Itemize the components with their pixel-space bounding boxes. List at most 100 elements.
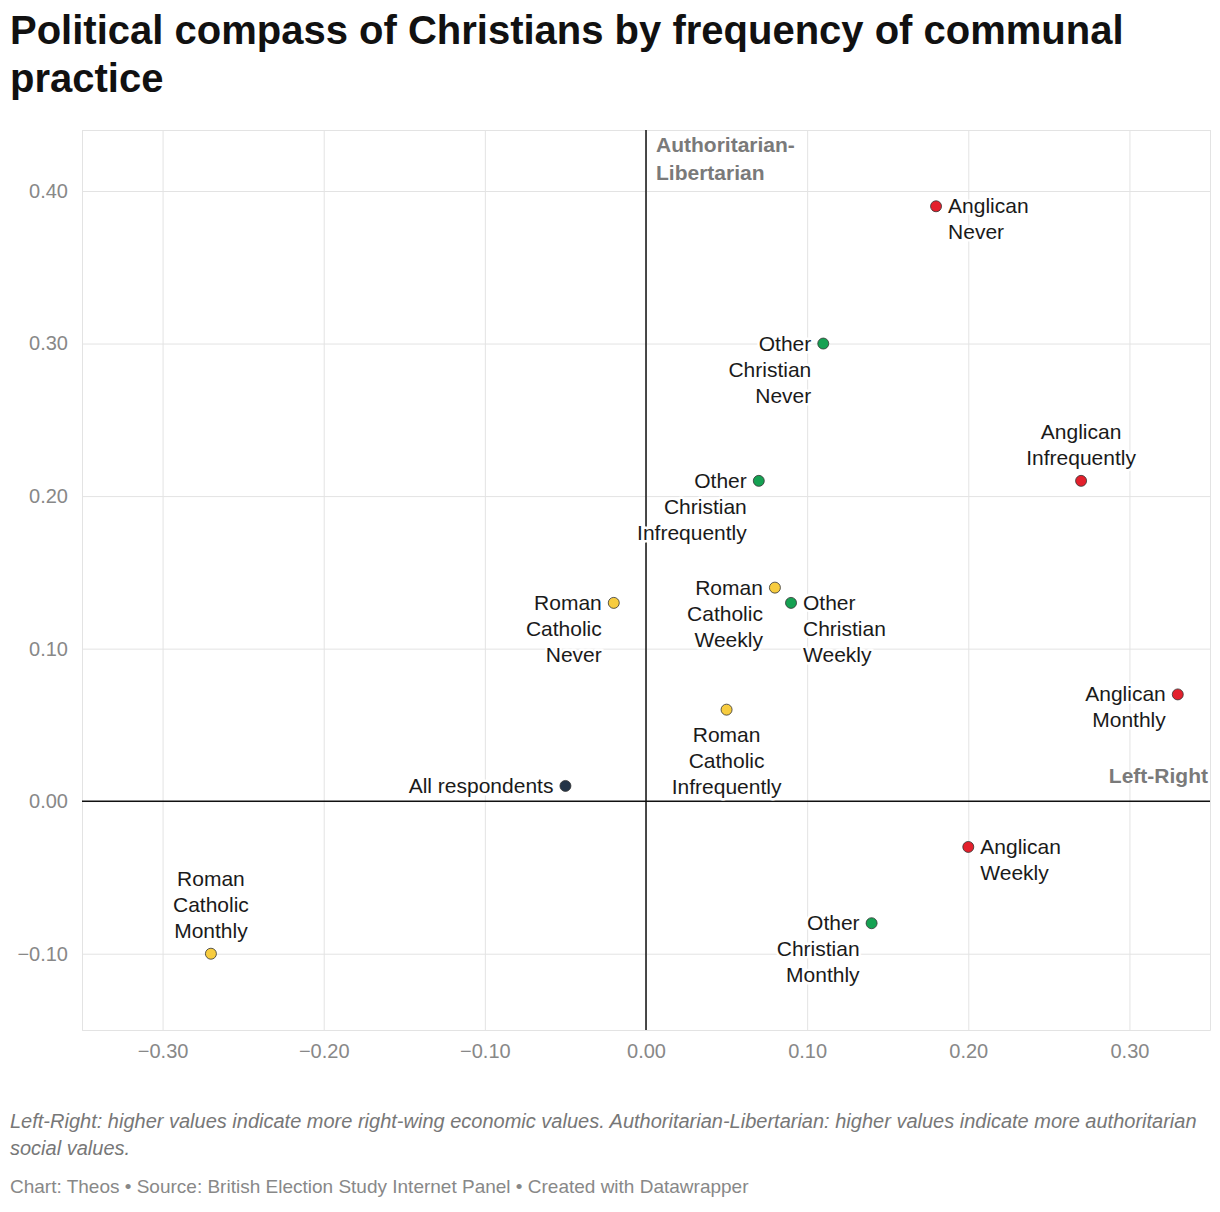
point-label-line: Never (948, 220, 1004, 243)
x-tick-label: −0.10 (460, 1040, 511, 1062)
y-axis-title-line: Authoritarian- (656, 133, 795, 156)
point-label-line: Infrequently (1026, 446, 1136, 469)
x-tick: −0.10 (460, 130, 511, 1062)
x-tick: 0.20 (949, 130, 988, 1062)
point-label-line: Anglican (980, 835, 1061, 858)
x-grid-line (968, 130, 969, 1030)
x-grid-line (163, 130, 164, 1030)
chart: −0.10 0.00 0.10 0.20 0.30 0.40 −0.30 −0.20 −0.10… (0, 0, 1220, 1212)
x-grid-line (807, 130, 808, 1030)
point-label-line: Catholic (689, 749, 765, 772)
point (1172, 689, 1183, 700)
point-label: Roman Catholic Infrequently (672, 723, 782, 798)
point-label-line: Monthly (786, 963, 860, 986)
point (753, 475, 764, 486)
x-axis: −0.30 −0.20 −0.10 0.00 0.10 0.20 0.30 (83, 130, 1211, 1062)
y-axis-title-line: Libertarian (656, 161, 765, 184)
point-label: AnglicanMonthly (1085, 682, 1166, 731)
x-tick-label: 0.20 (949, 1040, 988, 1062)
point-label: OtherChristianMonthly (777, 911, 860, 986)
y-axis-title: Authoritarian- Libertarian (656, 133, 795, 184)
point (205, 948, 216, 959)
point-labels: AnglicanNeverOtherChristianNeverAnglican… (173, 194, 1166, 986)
y-tick-label: 0.30 (29, 332, 68, 354)
x-grid-line (1129, 130, 1130, 1030)
point-label: Roman Catholic Never (526, 591, 602, 666)
y-tick-label: 0.20 (29, 485, 68, 507)
point-label-line: Anglican (1041, 420, 1122, 443)
point-label: Other Christian Weekly (803, 591, 886, 666)
point-label-line: All respondents (409, 774, 554, 797)
x-tick-label: −0.30 (138, 1040, 189, 1062)
x-tick-label: 0.10 (788, 1040, 827, 1062)
point (963, 841, 974, 852)
x-grid-line (324, 130, 325, 1030)
point-label-line: Catholic (173, 893, 249, 916)
points (205, 201, 1183, 959)
y-axis-line (83, 131, 1211, 1031)
y-tick-label: 0.00 (29, 790, 68, 812)
point-label-line: Infrequently (672, 775, 782, 798)
point-label-line: Weekly (694, 628, 763, 651)
x-tick-label: −0.20 (299, 1040, 350, 1062)
point-label-line: Christian (803, 617, 886, 640)
point-label: All respondents (409, 774, 554, 797)
point-label: Anglican Weekly (980, 835, 1061, 884)
point (786, 597, 797, 608)
y-tick: 0.20 (29, 485, 1210, 507)
point (560, 780, 571, 791)
point (818, 338, 829, 349)
point-label-line: Roman (695, 576, 763, 599)
plot: −0.10 0.00 0.10 0.20 0.30 0.40 −0.30 −0.20 −0.10… (17, 130, 1210, 1062)
point-label-line: Monthly (1092, 708, 1166, 731)
point-label-line: Never (546, 643, 602, 666)
x-axis-title: Left-Right (1109, 764, 1208, 787)
vertical-zero-line (645, 130, 647, 1030)
point-label-line: Other (803, 591, 856, 614)
point-label-line: Roman (693, 723, 761, 746)
point-label-line: Weekly (803, 643, 872, 666)
y-tick: 0.30 (29, 332, 1210, 354)
point (769, 582, 780, 593)
y-tick-label: −0.10 (17, 943, 68, 965)
point-label: Other Christian Infrequently (637, 469, 747, 544)
point-label-line: Never (755, 384, 811, 407)
point-label-line: Anglican (948, 194, 1029, 217)
y-tick-label: 0.10 (29, 638, 68, 660)
note: Left-Right: higher values indicate more … (10, 1108, 1215, 1162)
zero-lines (82, 130, 1210, 1030)
y-axis: −0.10 0.00 0.10 0.20 0.30 0.40 (17, 131, 1210, 1031)
point-label-line: Christian (728, 358, 811, 381)
point-label-line: Other (759, 332, 812, 355)
point-label-line: Monthly (174, 919, 248, 942)
point (1076, 475, 1087, 486)
x-tick: 0.30 (1110, 130, 1149, 1062)
point-label-line: Weekly (980, 861, 1049, 884)
x-tick: 0.00 (627, 130, 666, 1062)
x-grid-line (646, 130, 647, 1030)
point-label-line: Catholic (526, 617, 602, 640)
point-label: Anglican Never (948, 194, 1029, 243)
point-label-line: Christian (664, 495, 747, 518)
x-tick-label: 0.30 (1110, 1040, 1149, 1062)
y-tick: 0.00 (29, 790, 1210, 812)
point-label-line: Other (807, 911, 860, 934)
point-label-line: Roman (534, 591, 602, 614)
point-label-line: Infrequently (637, 521, 747, 544)
point (931, 201, 942, 212)
y-tick-label: 0.40 (29, 180, 68, 202)
point (866, 918, 877, 929)
x-tick-label: 0.00 (627, 1040, 666, 1062)
point-label-line: Roman (177, 867, 245, 890)
point-label-line: Other (694, 469, 747, 492)
y-tick: −0.10 (17, 943, 1210, 965)
source: Chart: Theos • Source: British Election … (10, 1176, 1210, 1198)
point-label: Other Christian Never (728, 332, 811, 407)
y-tick: 0.10 (29, 638, 1210, 660)
y-tick: 0.40 (29, 180, 1210, 202)
x-grid-line (485, 130, 486, 1030)
title: Political compass of Christians by frequ… (10, 6, 1210, 102)
point-label: RomanCatholicWeekly (687, 576, 763, 651)
x-axis-line (83, 130, 1211, 1031)
point (721, 704, 732, 715)
